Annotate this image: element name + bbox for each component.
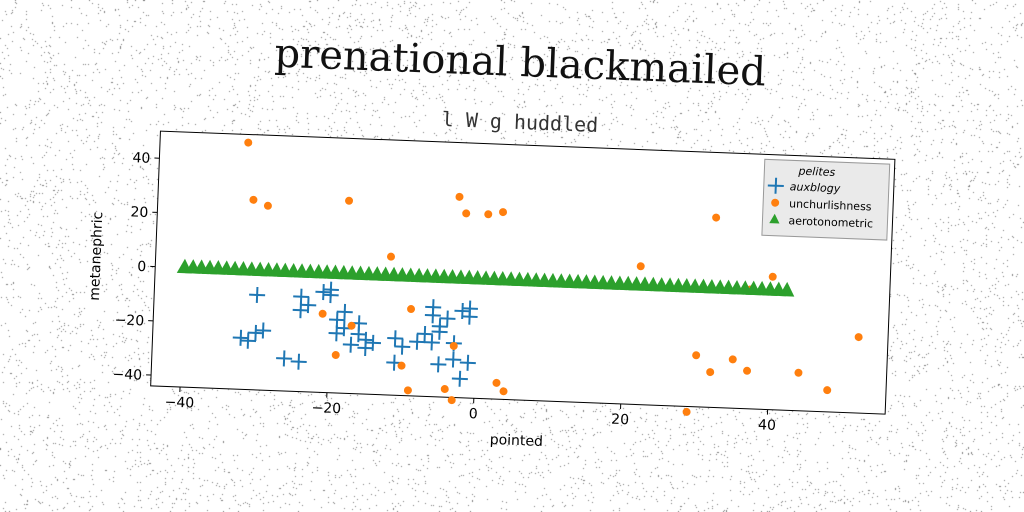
x-tick-label: 0 — [468, 406, 478, 422]
auxblogy-point — [247, 324, 264, 341]
series-unchurlishness — [244, 138, 863, 416]
unchurlishness-point — [743, 366, 752, 375]
unchurlishness-point — [712, 213, 721, 222]
x-tick-label: −20 — [311, 400, 341, 417]
auxblogy-point — [336, 303, 353, 320]
unchurlishness-point — [706, 368, 715, 377]
unchurlishness-point — [768, 272, 777, 281]
legend-marker — [767, 177, 784, 194]
legend-entry-unchurlishness: unchurlishness — [771, 197, 872, 213]
unchurlishness-point — [462, 209, 471, 218]
auxblogy-point — [322, 281, 339, 298]
auxblogy-point — [239, 332, 257, 349]
auxblogy-point — [445, 351, 462, 368]
auxblogy-point — [409, 333, 426, 350]
unchurlishness-point — [345, 196, 354, 205]
y-tick-label: −40 — [112, 367, 142, 384]
auxblogy-point — [461, 308, 478, 325]
data-marks — [176, 138, 863, 416]
unchurlishness-point — [854, 333, 863, 342]
auxblogy-point — [364, 334, 382, 351]
legend-entry-aerotonometric: aerotonometric — [769, 213, 873, 231]
unchurlishness-point — [823, 386, 832, 395]
x-tick-label: −40 — [164, 394, 194, 411]
auxblogy-point — [439, 310, 456, 327]
auxblogy-point — [431, 318, 448, 335]
x-tick-label: 40 — [758, 417, 776, 434]
auxblogy-point — [329, 311, 346, 328]
auxblogy-point — [430, 356, 447, 373]
unchurlishness-point — [682, 407, 691, 416]
y-axis-label: metanephric — [87, 211, 106, 300]
unchurlishness-point — [484, 210, 493, 219]
legend-label: aerotonometric — [788, 214, 873, 230]
auxblogy-point — [342, 336, 359, 353]
plot-group: −40 −20 0 20 40 −40 −20 0 20 40 pointed metanephr… — [87, 130, 896, 450]
unchurlishness-point — [387, 252, 396, 261]
unchurlishness-point — [499, 387, 508, 396]
legend-marker — [771, 198, 780, 207]
x-axis-label: pointed — [489, 432, 543, 450]
auxblogy-point — [459, 354, 476, 371]
y-tick-label: 20 — [130, 204, 148, 221]
unchurlishness-point — [407, 305, 416, 314]
auxblogy-point — [387, 330, 404, 347]
legend-marker — [769, 213, 780, 224]
auxblogy-point — [290, 353, 307, 370]
auxblogy-point — [255, 322, 272, 339]
unchurlishness-point — [499, 208, 508, 217]
y-tick-label: 0 — [137, 259, 147, 275]
unchurlishness-point — [492, 378, 501, 387]
auxblogy-point — [315, 284, 332, 301]
legend: pelites auxblogy unchurlishnessaerotonome… — [761, 158, 891, 241]
unchurlishness-point — [318, 309, 327, 318]
auxblogy-point — [300, 297, 317, 314]
legend-label: unchurlishness — [789, 197, 872, 213]
auxblogy-point — [416, 325, 433, 343]
x-tick-label: 20 — [611, 412, 629, 429]
unchurlishness-point — [455, 192, 464, 201]
unchurlishness-point — [728, 355, 737, 364]
unchurlishness-point — [403, 386, 412, 395]
aerotonometric-point — [779, 281, 795, 297]
unchurlishness-point — [794, 368, 803, 377]
y-tick-label: 40 — [132, 150, 150, 167]
unchurlishness-point — [449, 341, 458, 350]
unchurlishness-point — [397, 361, 406, 370]
auxblogy-point — [293, 288, 310, 305]
axes-frame — [150, 130, 896, 415]
legend-box — [761, 158, 891, 241]
unchurlishness-point — [263, 201, 272, 210]
auxblogy-point — [276, 350, 293, 367]
unchurlishness-point — [440, 385, 449, 394]
unchurlishness-point — [249, 195, 258, 204]
axis-ticks: −40 −20 0 20 40 −40 −20 0 20 40 — [112, 150, 776, 434]
auxblogy-point — [424, 307, 441, 324]
legend-title: pelites — [797, 165, 835, 179]
auxblogy-point — [423, 334, 440, 351]
auxblogy-point — [232, 329, 249, 346]
unchurlishness-point — [636, 262, 645, 271]
series-aerotonometric — [176, 258, 795, 297]
auxblogy-point — [451, 370, 468, 387]
legend-label: auxblogy — [790, 180, 841, 195]
auxblogy-point — [394, 338, 411, 355]
y-tick-label: −20 — [114, 312, 144, 329]
unchurlishness-point — [447, 396, 456, 405]
unchurlishness-point — [331, 351, 340, 360]
unchurlishness-point — [692, 351, 701, 360]
unchurlishness-point — [347, 321, 356, 330]
auxblogy-point — [249, 286, 266, 304]
unchurlishness-point — [244, 138, 253, 147]
legend-entry-auxblogy: auxblogy — [767, 177, 841, 195]
